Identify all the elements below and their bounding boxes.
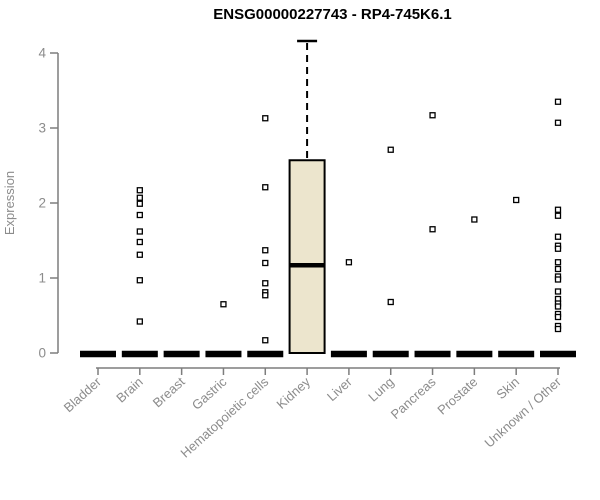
outlier-point-lung — [387, 298, 394, 306]
chart-title: ENSG00000227743 - RP4-745K6.1 — [213, 6, 452, 23]
y-axis-tick-label: 1 — [38, 271, 46, 286]
collapsed-box-gastric — [205, 350, 242, 358]
outlier-point-unknown-other — [554, 325, 562, 333]
y-axis-tick-label: 3 — [38, 121, 46, 136]
box-kidney — [288, 159, 326, 354]
x-axis-label-breast: Breast — [150, 374, 188, 411]
outlier-point-unknown-other — [554, 288, 562, 295]
outlier-point-unknown-other — [554, 313, 562, 321]
outlier-point-unknown-other — [554, 276, 562, 283]
outlier-point-brain — [136, 187, 143, 194]
outlier-point-pancreas — [429, 112, 436, 119]
collapsed-box-prostate — [456, 350, 493, 358]
x-axis-label-pancreas: Pancreas — [388, 374, 439, 422]
collapsed-box-pancreas — [414, 350, 451, 358]
x-axis-label-prostate: Prostate — [434, 374, 480, 418]
outlier-point-hematopoietic-cells — [262, 292, 269, 299]
collapsed-box-unknown-other — [540, 350, 576, 358]
y-axis-tick-label: 4 — [38, 46, 46, 61]
y-axis-tick-label: 2 — [38, 196, 46, 211]
y-axis-tick-label: 0 — [38, 346, 46, 361]
x-axis-label-skin: Skin — [493, 374, 522, 402]
outlier-point-hematopoietic-cells — [262, 337, 269, 344]
outlier-point-unknown-other — [554, 119, 562, 126]
collapsed-box-brain — [121, 350, 158, 358]
outlier-point-prostate — [471, 216, 478, 223]
outlier-point-hematopoietic-cells — [262, 280, 269, 287]
outlier-point-unknown-other — [554, 206, 562, 213]
x-axis-label-unknown-other: Unknown / Other — [481, 374, 564, 451]
outlier-point-unknown-other — [554, 303, 562, 310]
outlier-point-unknown-other — [554, 212, 562, 219]
outlier-point-brain — [136, 238, 143, 246]
outlier-point-brain — [136, 228, 143, 235]
outlier-point-brain — [136, 200, 143, 207]
x-axis-label-kidney: Kidney — [274, 374, 314, 412]
outlier-point-brain — [136, 318, 143, 325]
outlier-point-skin — [513, 196, 520, 204]
outlier-point-unknown-other — [554, 265, 562, 273]
outlier-point-hematopoietic-cells — [262, 184, 269, 191]
outlier-point-liver — [345, 259, 353, 266]
x-axis-label-brain: Brain — [113, 374, 146, 405]
outlier-point-unknown-other — [554, 259, 562, 266]
outlier-point-brain — [136, 251, 143, 258]
outlier-point-unknown-other — [554, 245, 562, 252]
x-axis-label-liver: Liver — [324, 374, 355, 404]
outlier-point-hematopoietic-cells — [262, 115, 269, 122]
x-axis-label-lung: Lung — [365, 374, 397, 404]
outlier-point-gastric — [220, 301, 227, 308]
outlier-point-hematopoietic-cells — [262, 259, 269, 267]
x-axis-label-bladder: Bladder — [61, 374, 105, 416]
collapsed-box-hematopoietic-cells — [247, 350, 284, 358]
collapsed-box-liver — [330, 350, 367, 358]
outlier-point-brain — [136, 211, 143, 219]
outlier-point-lung — [387, 146, 394, 153]
outlier-point-unknown-other — [554, 98, 562, 105]
collapsed-box-breast — [163, 350, 200, 358]
outlier-point-unknown-other — [554, 233, 562, 240]
outlier-point-pancreas — [429, 226, 436, 233]
collapsed-box-bladder — [80, 350, 116, 358]
y-axis-title: Expression — [2, 171, 17, 235]
outlier-point-hematopoietic-cells — [262, 247, 269, 254]
outlier-point-brain — [136, 194, 143, 201]
outlier-point-brain — [136, 277, 143, 284]
collapsed-box-lung — [372, 350, 409, 358]
collapsed-box-skin — [498, 350, 535, 358]
